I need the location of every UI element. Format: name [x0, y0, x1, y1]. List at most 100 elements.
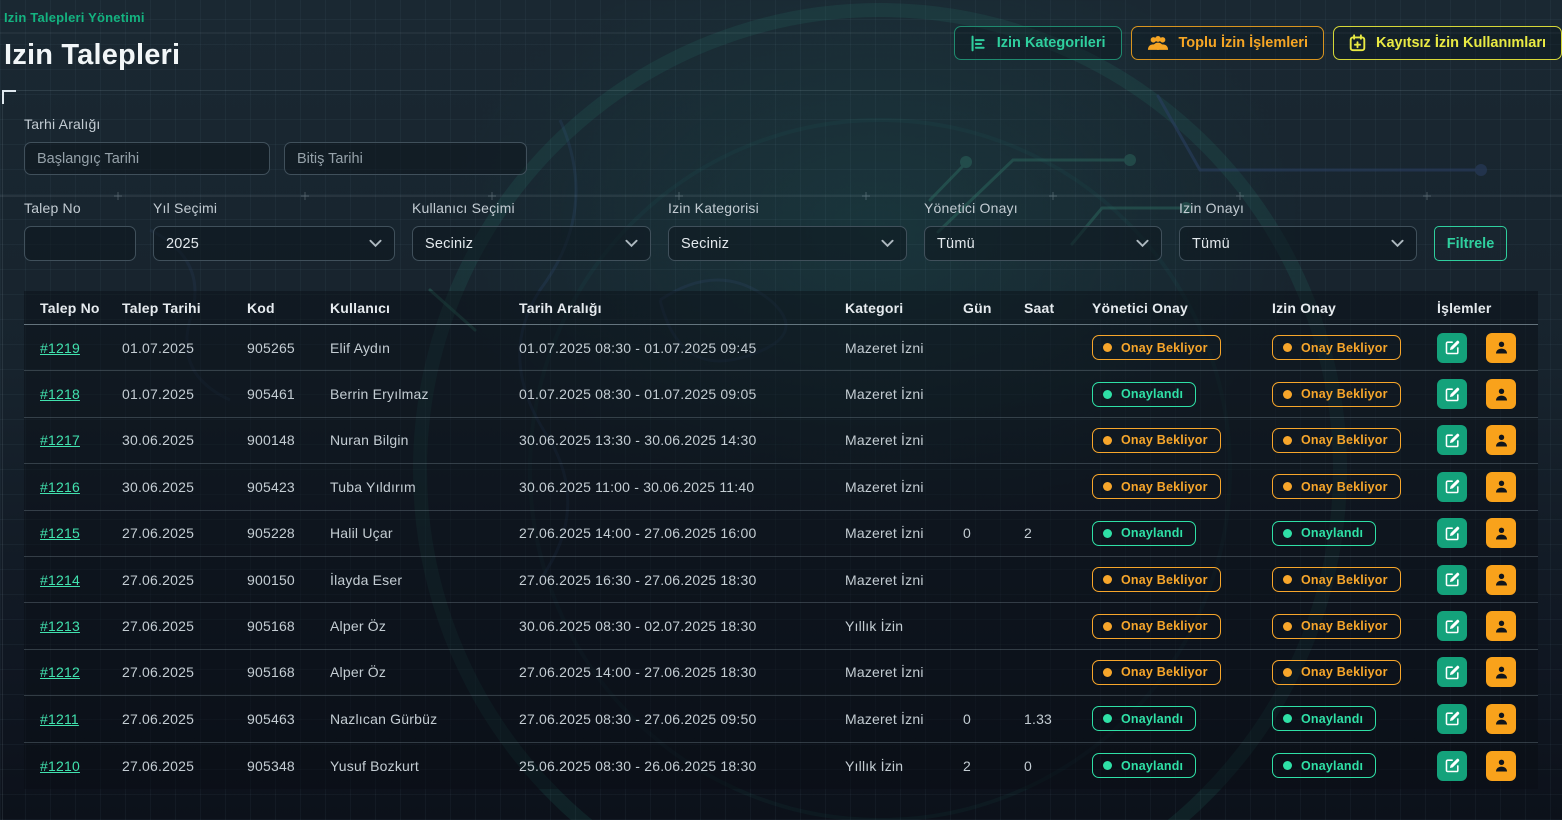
- manager-approval-badge: Onay Bekliyor: [1092, 335, 1221, 361]
- status-dot-icon: [1103, 389, 1112, 399]
- user-detail-button[interactable]: [1486, 611, 1516, 642]
- category: Mazeret İzni: [845, 478, 924, 495]
- manager-approval-badge: Onaylandı: [1092, 381, 1197, 407]
- request-id-link[interactable]: #1210: [40, 757, 80, 774]
- request-id-link[interactable]: #1212: [40, 664, 80, 681]
- edit-pencil-icon: [1445, 526, 1459, 541]
- user-detail-button[interactable]: [1486, 703, 1516, 734]
- end-date-input[interactable]: [284, 142, 527, 175]
- hours: 2: [1024, 525, 1032, 542]
- unregistered-leave-usage-label: Kayıtsız İzin Kullanımları: [1375, 35, 1546, 51]
- filter-panel: Tarhi Aralığı Talep No Yıl Seçimi 2025: [0, 90, 1562, 820]
- manager-approval-select[interactable]: Tümü: [924, 226, 1162, 261]
- row-actions: [1437, 379, 1538, 410]
- request-id-link[interactable]: #1216: [40, 478, 80, 495]
- unregistered-leave-usage-button[interactable]: Kayıtsız İzin Kullanımları: [1332, 26, 1562, 60]
- category: Mazeret İzni: [845, 432, 924, 449]
- request-id-link[interactable]: #1215: [40, 525, 80, 542]
- panel-left-border: [2, 90, 3, 820]
- request-date: 27.06.2025: [122, 664, 195, 681]
- manager-approval-group: Yönetici Onayı Tümü: [924, 200, 1162, 261]
- user-detail-button[interactable]: [1486, 471, 1516, 502]
- leave-category-select[interactable]: Seciniz: [668, 226, 907, 261]
- edit-request-button[interactable]: [1437, 750, 1467, 781]
- edit-request-button[interactable]: [1437, 518, 1467, 549]
- request-date: 01.07.2025: [122, 339, 195, 356]
- request-id-link[interactable]: #1214: [40, 571, 80, 588]
- user-name: Halil Uçar: [330, 525, 393, 542]
- user-select-label: Kullanıcı Seçimi: [412, 200, 515, 216]
- manager-approval-value: Tümü: [937, 235, 975, 252]
- panel-top-border: [2, 90, 1562, 91]
- user-detail-button[interactable]: [1486, 379, 1516, 410]
- edit-request-button[interactable]: [1437, 657, 1467, 688]
- request-no-input[interactable]: [24, 226, 136, 261]
- user-detail-button[interactable]: [1486, 332, 1516, 363]
- request-id-link[interactable]: #1219: [40, 339, 80, 356]
- table-row: #1219 01.07.2025 905265 Elif Aydın 01.07…: [24, 325, 1538, 372]
- row-actions: [1437, 657, 1538, 688]
- request-date: 30.06.2025: [122, 432, 195, 449]
- request-date: 01.07.2025: [122, 386, 195, 403]
- person-icon: [1495, 666, 1507, 679]
- edit-request-button[interactable]: [1437, 332, 1467, 363]
- table-row: #1210 27.06.2025 905348 Yusuf Bozkurt 25…: [24, 743, 1538, 789]
- table-row: #1216 30.06.2025 905423 Tuba Yıldırım 30…: [24, 464, 1538, 511]
- user-code: 900148: [247, 432, 295, 449]
- manager-approval-status: Onaylandı: [1121, 387, 1184, 402]
- request-id-link[interactable]: #1217: [40, 432, 80, 449]
- status-dot-icon: [1283, 389, 1292, 399]
- filter-button[interactable]: Filtrele: [1434, 226, 1507, 261]
- status-dot-icon: [1103, 343, 1112, 353]
- edit-request-button[interactable]: [1437, 425, 1467, 456]
- edit-request-button[interactable]: [1437, 703, 1467, 734]
- row-actions: [1437, 425, 1538, 456]
- top-bar: Izin Talepleri Yönetimi Izin Talepleri I…: [0, 0, 1562, 72]
- status-dot-icon: [1283, 435, 1292, 445]
- row-actions: [1437, 471, 1538, 502]
- request-id-link[interactable]: #1218: [40, 386, 80, 403]
- date-range: 30.06.2025 08:30 - 02.07.2025 18:30: [519, 618, 757, 635]
- bulk-leave-operations-button[interactable]: Toplu İzin İşlemleri: [1130, 26, 1324, 60]
- leave-approval-badge: Onay Bekliyor: [1272, 613, 1401, 639]
- filters: Tarhi Aralığı Talep No Yıl Seçimi 2025: [0, 90, 1562, 261]
- user-detail-button[interactable]: [1486, 657, 1516, 688]
- leave-category-group: Izin Kategorisi Seciniz: [668, 200, 907, 261]
- leave-approval-value: Tümü: [1192, 235, 1230, 252]
- category: Yıllık İzin: [845, 618, 904, 635]
- edit-pencil-icon: [1445, 480, 1459, 494]
- year-select-label: Yıl Seçimi: [153, 200, 218, 216]
- date-range: 01.07.2025 08:30 - 01.07.2025 09:45: [519, 339, 757, 356]
- user-select[interactable]: Seciniz: [412, 226, 651, 261]
- year-select[interactable]: 2025: [153, 226, 395, 261]
- row-actions: [1437, 564, 1538, 595]
- row-actions: [1437, 332, 1538, 363]
- person-icon: [1495, 527, 1507, 540]
- user-detail-button[interactable]: [1486, 750, 1516, 781]
- edit-request-button[interactable]: [1437, 471, 1467, 502]
- user-detail-button[interactable]: [1486, 518, 1516, 549]
- status-dot-icon: [1283, 575, 1292, 585]
- leave-approval-select[interactable]: Tümü: [1179, 226, 1417, 261]
- user-name: Elif Aydın: [330, 339, 391, 356]
- table-row: #1211 27.06.2025 905463 Nazlıcan Gürbüz …: [24, 696, 1538, 743]
- user-code: 900150: [247, 571, 295, 588]
- user-code: 905228: [247, 525, 295, 542]
- person-icon: [1495, 573, 1507, 586]
- user-code: 905461: [247, 386, 295, 403]
- edit-request-button[interactable]: [1437, 379, 1467, 410]
- request-date: 27.06.2025: [122, 618, 195, 635]
- edit-request-button[interactable]: [1437, 564, 1467, 595]
- manager-approval-status: Onaylandı: [1121, 711, 1184, 726]
- edit-request-button[interactable]: [1437, 611, 1467, 642]
- date-range: 27.06.2025 14:00 - 27.06.2025 18:30: [519, 664, 757, 681]
- leave-categories-button[interactable]: Izin Kategorileri: [953, 26, 1122, 60]
- request-id-link[interactable]: #1211: [40, 710, 79, 727]
- user-detail-button[interactable]: [1486, 425, 1516, 456]
- person-icon: [1495, 388, 1507, 401]
- leave-category-value: Seciniz: [681, 235, 730, 252]
- manager-approval-status: Onay Bekliyor: [1121, 479, 1208, 494]
- request-id-link[interactable]: #1213: [40, 618, 80, 635]
- user-detail-button[interactable]: [1486, 564, 1516, 595]
- start-date-input[interactable]: [24, 142, 270, 175]
